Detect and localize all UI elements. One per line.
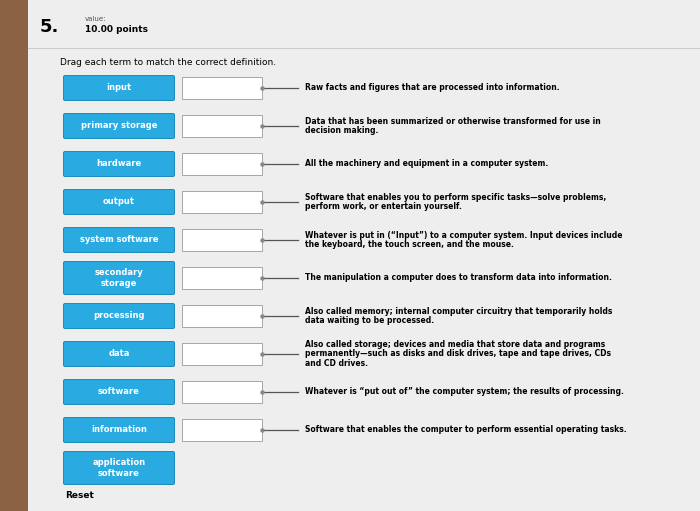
Bar	[182, 115, 262, 137]
Text: 5.: 5.	[40, 18, 60, 36]
Text: Whatever is “put out of” the computer system; the results of processing.: Whatever is “put out of” the computer sy…	[305, 387, 624, 397]
FancyBboxPatch shape	[64, 113, 174, 138]
FancyBboxPatch shape	[64, 190, 174, 215]
Text: Software that enables you to perform specific tasks—solve problems,: Software that enables you to perform spe…	[305, 193, 606, 202]
Text: Whatever is put in (“Input”) to a computer system. Input devices include: Whatever is put in (“Input”) to a comput…	[305, 231, 622, 240]
Bar	[182, 77, 262, 99]
Bar	[182, 343, 262, 365]
Bar	[182, 267, 262, 289]
Text: 10.00 points: 10.00 points	[85, 25, 148, 34]
Bar	[182, 191, 262, 213]
Text: data waiting to be processed.: data waiting to be processed.	[305, 316, 434, 325]
FancyBboxPatch shape	[64, 151, 174, 176]
Text: hardware: hardware	[97, 159, 141, 169]
Text: application
software: application software	[92, 458, 146, 478]
Text: value:: value:	[85, 16, 106, 22]
Bar	[182, 229, 262, 251]
Text: input: input	[106, 83, 132, 92]
Text: primary storage: primary storage	[80, 122, 158, 130]
FancyBboxPatch shape	[64, 262, 174, 294]
Text: software: software	[98, 387, 140, 397]
FancyBboxPatch shape	[64, 417, 174, 443]
Text: and CD drives.: and CD drives.	[305, 359, 368, 368]
Bar	[182, 153, 262, 175]
FancyBboxPatch shape	[64, 452, 174, 484]
Text: Drag each term to match the correct definition.: Drag each term to match the correct defi…	[60, 58, 276, 67]
Text: Software that enables the computer to perform essential operating tasks.: Software that enables the computer to pe…	[305, 426, 626, 434]
FancyBboxPatch shape	[64, 76, 174, 101]
Text: output: output	[103, 197, 135, 206]
Text: system software: system software	[80, 236, 158, 244]
Text: Data that has been summarized or otherwise transformed for use in: Data that has been summarized or otherwi…	[305, 117, 601, 126]
Text: the keyboard, the touch screen, and the mouse.: the keyboard, the touch screen, and the …	[305, 240, 514, 249]
Text: data: data	[108, 350, 130, 359]
Text: All the machinery and equipment in a computer system.: All the machinery and equipment in a com…	[305, 159, 548, 169]
Text: Reset: Reset	[65, 491, 94, 500]
Bar	[0, 0, 28, 511]
Text: permanently—such as disks and disk drives, tape and tape drives, CDs: permanently—such as disks and disk drive…	[305, 350, 611, 359]
Text: decision making.: decision making.	[305, 126, 379, 135]
Text: secondary
storage: secondary storage	[94, 268, 144, 288]
Bar	[182, 305, 262, 327]
Text: Also called storage; devices and media that store data and programs: Also called storage; devices and media t…	[305, 340, 606, 349]
Text: Also called memory; internal computer circuitry that temporarily holds: Also called memory; internal computer ci…	[305, 307, 612, 316]
FancyBboxPatch shape	[64, 341, 174, 366]
Text: The manipulation a computer does to transform data into information.: The manipulation a computer does to tran…	[305, 273, 612, 283]
FancyBboxPatch shape	[64, 304, 174, 329]
Bar	[182, 381, 262, 403]
Bar	[182, 419, 262, 441]
Text: Raw facts and figures that are processed into information.: Raw facts and figures that are processed…	[305, 83, 559, 92]
Text: processing: processing	[93, 312, 145, 320]
Text: information: information	[91, 426, 147, 434]
FancyBboxPatch shape	[64, 227, 174, 252]
Text: perform work, or entertain yourself.: perform work, or entertain yourself.	[305, 202, 462, 211]
FancyBboxPatch shape	[64, 380, 174, 405]
